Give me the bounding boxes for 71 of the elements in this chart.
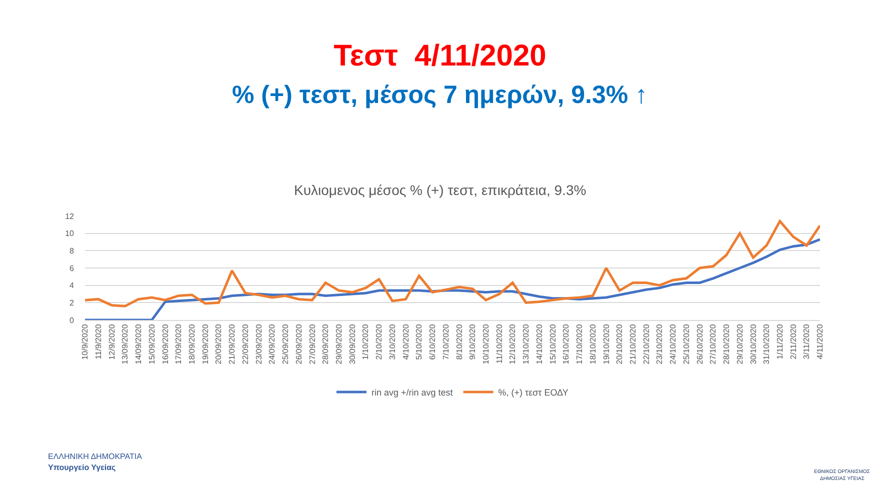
x-tick-label: 31/10/2020	[762, 324, 772, 364]
x-tick-label: 24/10/2020	[668, 324, 678, 364]
x-tick-label: 28/09/2020	[321, 324, 330, 364]
legend-label: rin avg +/rin avg test	[372, 388, 454, 398]
x-tick-label: 25/09/2020	[281, 324, 290, 364]
y-tick-label: 4	[70, 281, 75, 290]
x-tick-label: 4/10/2020	[401, 324, 410, 360]
x-tick-label: 4/11/2020	[816, 324, 825, 360]
x-tick-label: 12/10/2020	[508, 324, 518, 364]
line-series	[85, 220, 820, 308]
x-tick-label: 11/10/2020	[494, 324, 504, 364]
x-tick-label: 29/09/2020	[334, 324, 344, 364]
x-tick-label: 29/10/2020	[735, 324, 744, 364]
legend-label: %, (+) τεστ ΕΟΔΥ	[498, 388, 568, 398]
x-tick-label: 9/10/2020	[468, 324, 478, 360]
x-tick-label: 30/09/2020	[348, 324, 357, 364]
x-tick-label: 27/10/2020	[708, 324, 718, 364]
x-tick-label: 16/10/2020	[562, 324, 571, 364]
x-tick-label: 19/09/2020	[200, 324, 210, 364]
x-tick-label: 27/09/2020	[308, 324, 317, 364]
x-tick-label: 14/10/2020	[534, 324, 544, 364]
x-tick-label: 24/09/2020	[268, 324, 277, 364]
text: Υπουργείο Υγείας	[48, 463, 116, 472]
x-tick-label: 3/11/2020	[802, 324, 812, 360]
x-tick-label: 11/9/2020	[94, 324, 103, 360]
x-tick-label: 6/10/2020	[428, 324, 438, 360]
x-tick-label: 15/10/2020	[548, 324, 558, 364]
x-tick-label: 16/09/2020	[160, 324, 170, 364]
x-tick-label: 17/09/2020	[174, 324, 184, 364]
x-tick-label: 17/10/2020	[575, 324, 584, 364]
text: ΕΛΛΗΝΙΚΗ ΔΗΜΟΚΡΑΤΙΑ	[48, 452, 143, 461]
x-tick-label: 20/10/2020	[615, 324, 624, 364]
y-tick-label: 10	[65, 229, 75, 238]
x-tick-label: 7/10/2020	[441, 324, 450, 360]
x-tick-label: 20/09/2020	[214, 324, 224, 364]
x-tick-label: 22/09/2020	[240, 324, 250, 364]
chart-subtitle: % (+) τεστ, μέσος 7 ημερών, 9.3% ↑	[232, 81, 648, 109]
x-tick-label: 19/10/2020	[602, 324, 611, 364]
x-tick-label: 2/10/2020	[374, 324, 384, 360]
x-tick-label: 15/09/2020	[147, 324, 156, 364]
x-tick-label: 28/10/2020	[722, 324, 732, 364]
x-tick-label: 18/10/2020	[588, 324, 598, 364]
y-tick-label: 6	[70, 264, 75, 273]
x-tick-label: 13/09/2020	[120, 324, 130, 364]
y-tick-label: 0	[70, 316, 75, 325]
x-tick-label: 1/11/2020	[776, 324, 785, 360]
x-tick-label: 25/10/2020	[682, 324, 691, 364]
y-tick-label: 12	[65, 212, 75, 221]
x-tick-label: 12/9/2020	[107, 324, 116, 360]
x-tick-label: 22/10/2020	[642, 324, 651, 364]
x-tick-label: 14/09/2020	[134, 324, 144, 364]
x-tick-label: 5/10/2020	[414, 324, 424, 360]
x-tick-label: 23/09/2020	[254, 324, 264, 364]
y-tick-label: 8	[70, 246, 75, 256]
x-tick-label: 30/10/2020	[748, 324, 758, 364]
x-tick-label: 1/10/2020	[361, 324, 370, 360]
x-tick-label: 8/10/2020	[454, 324, 464, 360]
y-tick-label: 2	[70, 298, 75, 308]
x-tick-label: 18/09/2020	[188, 324, 197, 364]
x-tick-label: 21/09/2020	[228, 324, 237, 364]
text: Κυλιομενος μέσος % (+) τεστ, επικράτεια, 9.3%	[294, 182, 586, 198]
x-tick-label: 21/10/2020	[628, 324, 638, 364]
x-tick-label: 3/10/2020	[388, 324, 397, 360]
x-tick-label: 2/11/2020	[788, 324, 798, 360]
x-tick-label: 10/10/2020	[482, 324, 491, 364]
chart-title: Τεστ 4/11/2020	[334, 40, 546, 72]
x-tick-label: 26/10/2020	[695, 324, 704, 364]
x-tick-label: 23/10/2020	[655, 324, 664, 364]
x-tick-label: 26/09/2020	[294, 324, 304, 364]
x-tick-label: 13/10/2020	[522, 324, 531, 364]
x-tick-label: 10/9/2020	[80, 324, 90, 360]
